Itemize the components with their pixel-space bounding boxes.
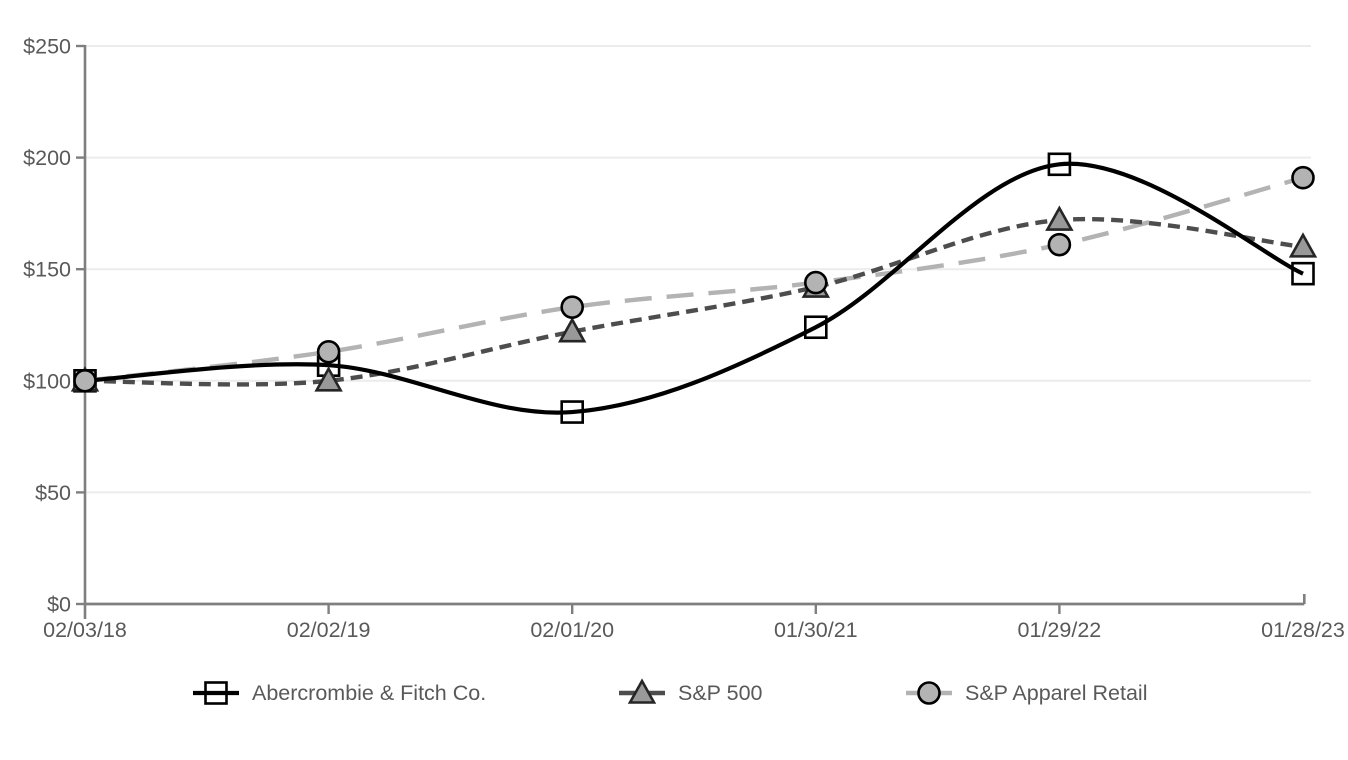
axes <box>76 44 1306 619</box>
y-axis-label: $200 <box>23 146 71 170</box>
series-line-1 <box>84 216 1304 387</box>
legend-label-abercrombie: Abercrombie & Fitch Co. <box>252 680 487 705</box>
y-axis-label: $100 <box>23 369 71 393</box>
y-axis-label: $0 <box>47 593 71 617</box>
x-axis-label: 02/03/18 <box>43 618 127 642</box>
y-axis-label: $250 <box>23 35 71 59</box>
x-axis-label: 01/28/23 <box>1261 618 1345 642</box>
triangle-marker-icon <box>619 678 665 704</box>
y-axis-label: $150 <box>23 258 71 282</box>
stock-performance-chart: $0 $50 $100 $150 $200 $250 02/03/18 02/02/19 02/… <box>23 35 1345 643</box>
square-marker-icon <box>193 681 239 705</box>
series-apparel-retail-markers <box>73 165 1315 393</box>
y-axis-label: $50 <box>35 481 71 505</box>
series-line-2 <box>84 175 1304 383</box>
series-line-0 <box>84 161 1304 415</box>
x-axis-label: 02/02/19 <box>287 618 371 642</box>
chart-legend: Abercrombie & Fitch Co. S&P 500 S&P Appa… <box>0 670 1348 716</box>
x-axis-label: 01/30/21 <box>774 618 858 642</box>
legend-item-apparel-retail: S&P Apparel Retail <box>903 670 1147 716</box>
gridlines <box>85 45 1311 494</box>
legend-label-apparel-retail: S&P Apparel Retail <box>965 680 1148 705</box>
circle-marker-icon <box>906 681 952 705</box>
x-axis-label: 01/29/22 <box>1018 618 1102 642</box>
legend-label-sp500: S&P 500 <box>678 680 763 705</box>
legend-item-abercrombie: Abercrombie & Fitch Co. <box>190 670 486 716</box>
x-axis-label: 02/01/20 <box>530 618 614 642</box>
legend-item-sp500: S&P 500 <box>616 670 762 716</box>
